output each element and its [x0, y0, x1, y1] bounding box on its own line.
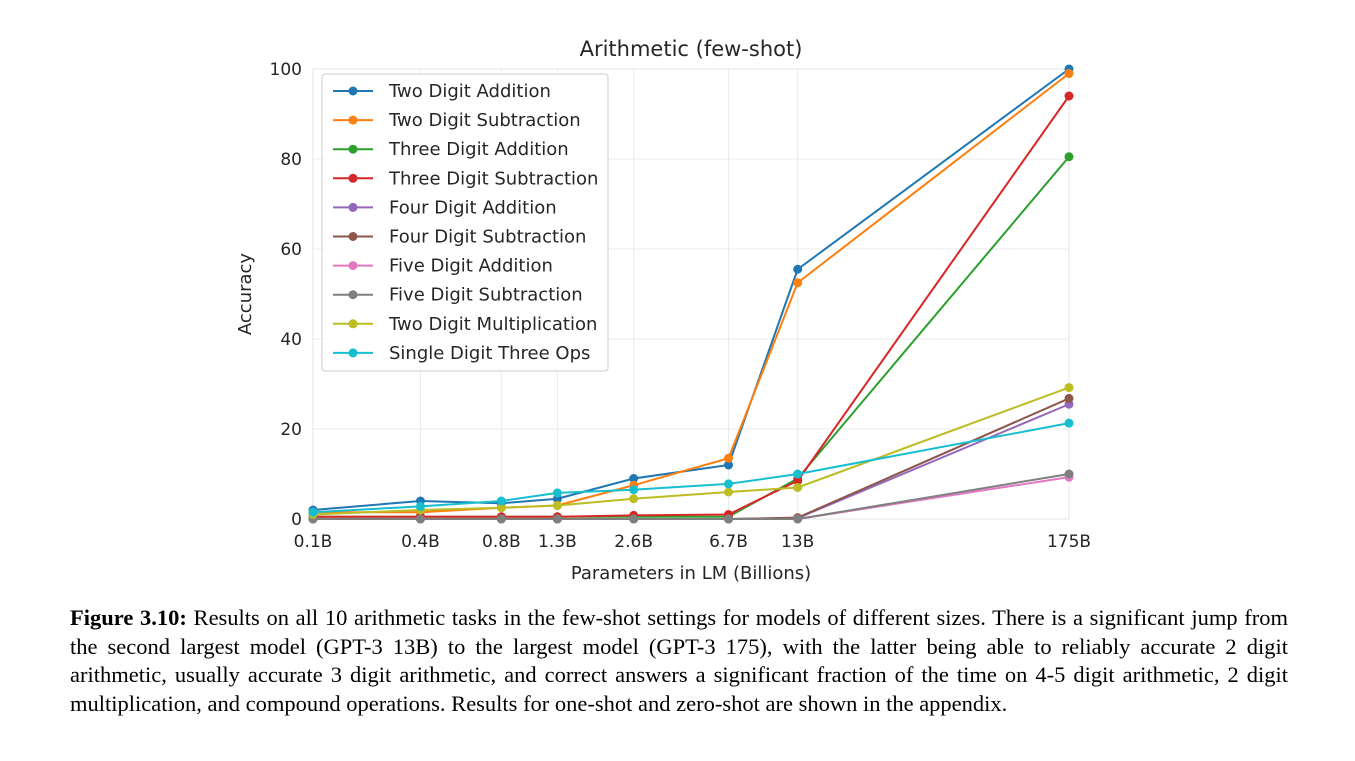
- x-tick-label: 13B: [781, 532, 814, 552]
- legend-marker: [348, 144, 358, 154]
- legend-marker: [348, 319, 358, 329]
- x-tick-label: 0.4B: [401, 532, 440, 552]
- data-point: [793, 278, 803, 288]
- data-point: [1064, 418, 1074, 428]
- data-point: [724, 460, 734, 470]
- data-point: [415, 501, 425, 511]
- legend-label: Two Digit Subtraction: [388, 110, 581, 131]
- x-tick-label: 1.3B: [538, 532, 577, 552]
- y-tick-label: 60: [280, 240, 302, 260]
- data-point: [1064, 393, 1074, 403]
- data-point: [629, 494, 639, 504]
- data-point: [724, 453, 734, 463]
- data-point: [415, 514, 425, 524]
- legend-entry: Two Digit Subtraction: [333, 110, 581, 131]
- series-line: [313, 72, 1070, 514]
- y-tick-label: 20: [280, 420, 302, 440]
- data-point: [552, 514, 562, 524]
- legend-marker: [348, 86, 358, 96]
- legend-marker: [348, 173, 358, 183]
- arithmetic-chart: Arithmetic (few-shot) Parameters in LM (…: [235, 37, 1092, 584]
- x-tick-label: 2.6B: [614, 532, 653, 552]
- data-point: [496, 514, 506, 524]
- legend-marker: [348, 232, 358, 241]
- series-layer: [308, 64, 1074, 524]
- legend-entry: Single Digit Three Ops: [333, 343, 590, 364]
- legend-label: Three Digit Addition: [388, 139, 569, 160]
- legend-entry: Three Digit Subtraction: [333, 168, 598, 189]
- legend-entry: Two Digit Addition: [333, 81, 551, 102]
- data-point: [629, 485, 639, 495]
- legend-entry: Two Digit Multiplication: [333, 314, 597, 335]
- series-two-digit-addition: [308, 64, 1074, 515]
- legend-label: Five Digit Addition: [389, 256, 553, 277]
- data-point: [629, 474, 639, 483]
- legend-marker: [348, 290, 358, 300]
- data-point: [1064, 383, 1074, 393]
- legend-label: Four Digit Addition: [389, 197, 557, 218]
- x-tick-label: 6.7B: [709, 532, 748, 552]
- legend-label: Four Digit Subtraction: [389, 227, 586, 248]
- series-single-digit-three-ops: [308, 418, 1074, 517]
- legend-label: Two Digit Multiplication: [388, 314, 597, 335]
- series-line: [313, 95, 1070, 518]
- legend-entry: Five Digit Subtraction: [333, 285, 583, 306]
- data-point: [793, 476, 803, 486]
- chart-title: Arithmetic (few-shot): [580, 37, 803, 61]
- series-line: [312, 68, 1070, 511]
- legend-marker: [348, 348, 358, 358]
- data-point: [793, 264, 803, 274]
- x-tick-label: 0.8B: [482, 532, 521, 552]
- y-tick-label: 100: [270, 60, 302, 80]
- legend-entry: Five Digit Addition: [333, 256, 553, 277]
- data-point: [793, 483, 803, 492]
- legend-label: Three Digit Subtraction: [388, 168, 598, 189]
- legend-marker: [348, 261, 358, 271]
- x-axis-label: Parameters in LM (Billions): [571, 563, 811, 584]
- data-point: [308, 507, 318, 517]
- data-point: [496, 496, 506, 506]
- data-point: [793, 514, 803, 524]
- legend-entry: Three Digit Addition: [333, 139, 569, 160]
- x-tick-labels: 0.1B 0.4B 0.8B 1.3B 2.6B 6.7B 13B 175B: [294, 532, 1091, 552]
- y-tick-label: 80: [280, 150, 302, 170]
- data-point: [1064, 469, 1074, 479]
- series-five-digit-subtraction: [308, 469, 1074, 524]
- series-line: [312, 422, 1070, 514]
- legend-label: Two Digit Addition: [388, 81, 551, 102]
- y-tick-labels: 0 20 40 60 80 100: [270, 60, 302, 530]
- data-point: [1064, 91, 1074, 101]
- series-line: [312, 386, 1070, 516]
- series-line: [313, 473, 1070, 520]
- legend-marker: [348, 115, 358, 125]
- data-point: [552, 501, 562, 510]
- legend: Two Digit Addition Two Digit Subtraction T…: [321, 73, 609, 372]
- legend-entry: Four Digit Subtraction: [333, 227, 586, 248]
- legend-label: Five Digit Subtraction: [389, 285, 583, 306]
- legend-marker: [348, 202, 358, 212]
- legend-box: [321, 73, 609, 372]
- y-tick-label: 0: [291, 510, 302, 530]
- legend-label: Single Digit Three Ops: [389, 343, 590, 364]
- data-point: [793, 469, 803, 479]
- data-point: [1064, 152, 1074, 162]
- figure-caption: Figure 3.10: Results on all 10 arithmeti…: [70, 604, 1288, 718]
- y-axis-label: Accuracy: [235, 253, 256, 336]
- data-point: [552, 488, 562, 498]
- data-point: [724, 479, 734, 489]
- legend-entry: Four Digit Addition: [333, 197, 557, 218]
- data-point: [724, 487, 734, 497]
- x-tick-label: 0.1B: [294, 532, 333, 552]
- caption-label: Figure 3.10:: [70, 605, 187, 630]
- data-point: [1064, 69, 1074, 78]
- y-tick-label: 40: [280, 330, 302, 350]
- data-point: [724, 514, 734, 524]
- data-point: [629, 514, 639, 524]
- data-point: [496, 503, 506, 513]
- x-tick-label: 175B: [1047, 532, 1091, 552]
- caption-text: Results on all 10 arithmetic tasks in th…: [70, 605, 1288, 716]
